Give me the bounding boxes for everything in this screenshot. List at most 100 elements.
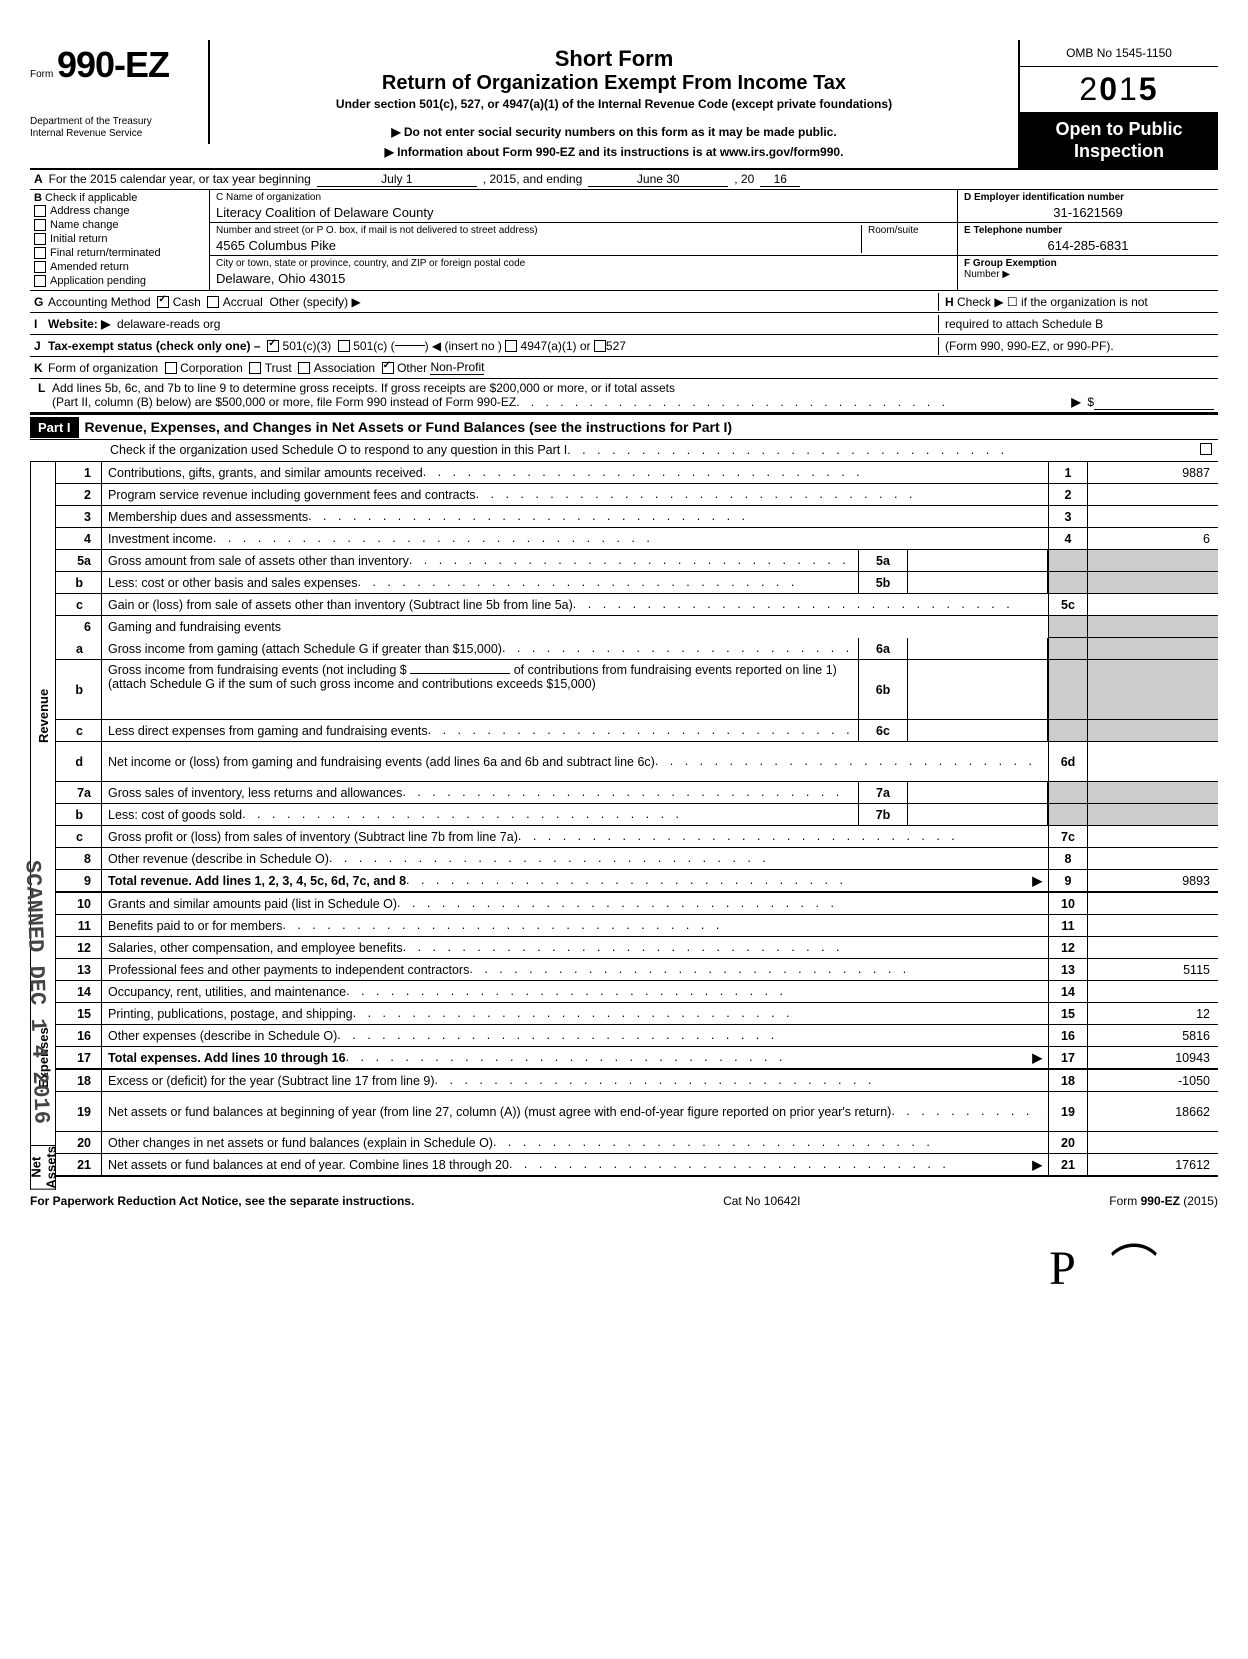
line-16-desc: Other expenses (describe in Schedule O) — [108, 1029, 337, 1043]
label-501c3: 501(c)(3) — [283, 339, 332, 353]
line-8-box: 8 — [1048, 848, 1088, 869]
line-2-box: 2 — [1048, 484, 1088, 505]
line-18: 18 Excess or (deficit) for the year (Sub… — [56, 1070, 1218, 1092]
check-4947[interactable] — [505, 340, 517, 352]
row-l-text1: Add lines 5b, 6c, and 7b to line 9 to de… — [52, 381, 675, 395]
check-trust[interactable] — [249, 362, 261, 374]
check-final-return[interactable] — [34, 247, 46, 259]
line-13-val: 5115 — [1088, 959, 1218, 980]
check-address-change[interactable] — [34, 205, 46, 217]
label-l: L — [34, 381, 52, 395]
line-4-num: 4 — [56, 528, 102, 549]
other-org-value: Non-Profit — [430, 360, 484, 375]
part1-label: Part I — [30, 417, 79, 438]
line-15: 15 Printing, publications, postage, and … — [56, 1003, 1218, 1025]
row-l: L Add lines 5b, 6c, and 7b to line 9 to … — [30, 379, 1218, 413]
line-20-val — [1088, 1132, 1218, 1153]
label-527: 527 — [606, 339, 626, 353]
title-short-form: Short Form — [220, 46, 1008, 72]
col-b-checks: B Check if applicable Address change Nam… — [30, 190, 210, 290]
line-8-val — [1088, 848, 1218, 869]
check-initial-return[interactable] — [34, 233, 46, 245]
year-end: June 30 — [588, 172, 728, 187]
line-12: 12 Salaries, other compensation, and emp… — [56, 937, 1218, 959]
check-501c3[interactable] — [267, 340, 279, 352]
street-address: 4565 Columbus Pike — [216, 236, 861, 253]
label-group-exemption: F Group Exemption — [964, 258, 1212, 269]
line-13: 13 Professional fees and other payments … — [56, 959, 1218, 981]
line-6c-mid: 6c — [858, 720, 908, 741]
line-20: 20 Other changes in net assets or fund b… — [56, 1132, 1218, 1154]
label-address-change: Address change — [50, 205, 130, 217]
line-18-val: -1050 — [1088, 1070, 1218, 1091]
label-phone: E Telephone number — [964, 225, 1212, 236]
line-2-desc: Program service revenue including govern… — [108, 488, 476, 502]
check-cash[interactable] — [157, 296, 169, 308]
subtitle: Under section 501(c), 527, or 4947(a)(1)… — [220, 97, 1008, 111]
line-12-box: 12 — [1048, 937, 1088, 958]
line-16-num: 16 — [56, 1025, 102, 1046]
line-8: 8 Other revenue (describe in Schedule O)… — [56, 848, 1218, 870]
line-7a-num: 7a — [56, 782, 102, 803]
header-left: Form 990-EZ Department of the Treasury I… — [30, 40, 210, 144]
line-5c: c Gain or (loss) from sale of assets oth… — [56, 594, 1218, 616]
line-17: 17 Total expenses. Add lines 10 through … — [56, 1047, 1218, 1070]
website-value: delaware-reads org — [117, 317, 220, 331]
check-schedule-o[interactable] — [1200, 443, 1212, 455]
label-k: K — [30, 361, 48, 375]
line-8-num: 8 — [56, 848, 102, 869]
line-6-desc: Gaming and fundraising events — [108, 620, 281, 634]
check-application-pending[interactable] — [34, 275, 46, 287]
side-revenue: Revenue — [30, 462, 56, 970]
check-name-change[interactable] — [34, 219, 46, 231]
line-5b-desc: Less: cost or other basis and sales expe… — [108, 576, 357, 590]
label-501c: 501(c) ( — [353, 339, 394, 353]
row-a-suffix: , 20 — [734, 172, 754, 186]
check-corporation[interactable] — [165, 362, 177, 374]
check-amended-return[interactable] — [34, 261, 46, 273]
line-6b-num: b — [56, 660, 102, 719]
line-18-num: 18 — [56, 1070, 102, 1091]
line-6d-box: 6d — [1048, 742, 1088, 781]
line-6b-mid: 6b — [858, 660, 908, 719]
label-number: Number ▶ — [964, 269, 1212, 280]
line-9-val: 9893 — [1088, 870, 1218, 891]
label-g: G — [30, 295, 48, 309]
check-association[interactable] — [298, 362, 310, 374]
line-9: 9 Total revenue. Add lines 1, 2, 3, 4, 5… — [56, 870, 1218, 893]
line-18-box: 18 — [1048, 1070, 1088, 1091]
check-accrual[interactable] — [207, 296, 219, 308]
line-7a: 7a Gross sales of inventory, less return… — [56, 782, 1218, 804]
check-501c[interactable] — [338, 340, 350, 352]
line-4-val: 6 — [1088, 528, 1218, 549]
line-1: 1 Contributions, gifts, grants, and simi… — [56, 462, 1218, 484]
line-3-desc: Membership dues and assessments — [108, 510, 308, 524]
line-1-desc: Contributions, gifts, grants, and simila… — [108, 466, 423, 480]
label-corporation: Corporation — [180, 361, 243, 375]
line-20-desc: Other changes in net assets or fund bala… — [108, 1136, 493, 1150]
line-7b-num: b — [56, 804, 102, 825]
check-527[interactable] — [594, 340, 606, 352]
line-3-val — [1088, 506, 1218, 527]
line-17-box: 17 — [1048, 1047, 1088, 1068]
line-17-num: 17 — [56, 1047, 102, 1068]
line-7c-box: 7c — [1048, 826, 1088, 847]
website-label: Website: ▶ — [48, 317, 110, 331]
label-h: H — [945, 295, 954, 309]
footer-center: Cat No 10642I — [723, 1194, 800, 1208]
line-10-box: 10 — [1048, 893, 1088, 914]
line-4-box: 4 — [1048, 528, 1088, 549]
line-9-box: 9 — [1048, 870, 1088, 891]
tax-exempt-label: Tax-exempt status (check only one) – — [48, 339, 261, 353]
label-insert-no: ) ◀ (insert no ) — [425, 339, 502, 353]
line-6d-num: d — [56, 742, 102, 781]
line-21-box: 21 — [1048, 1154, 1088, 1175]
check-other-org[interactable] — [382, 362, 394, 374]
line-4-desc: Investment income — [108, 532, 213, 546]
label-other-specify: Other (specify) ▶ — [269, 295, 360, 309]
label-address: Number and street (or P O. box, if mail … — [216, 225, 861, 236]
label-final-return: Final return/terminated — [50, 247, 161, 259]
label-trust: Trust — [265, 361, 292, 375]
line-14-box: 14 — [1048, 981, 1088, 1002]
side-expenses: Expenses — [30, 970, 56, 1146]
